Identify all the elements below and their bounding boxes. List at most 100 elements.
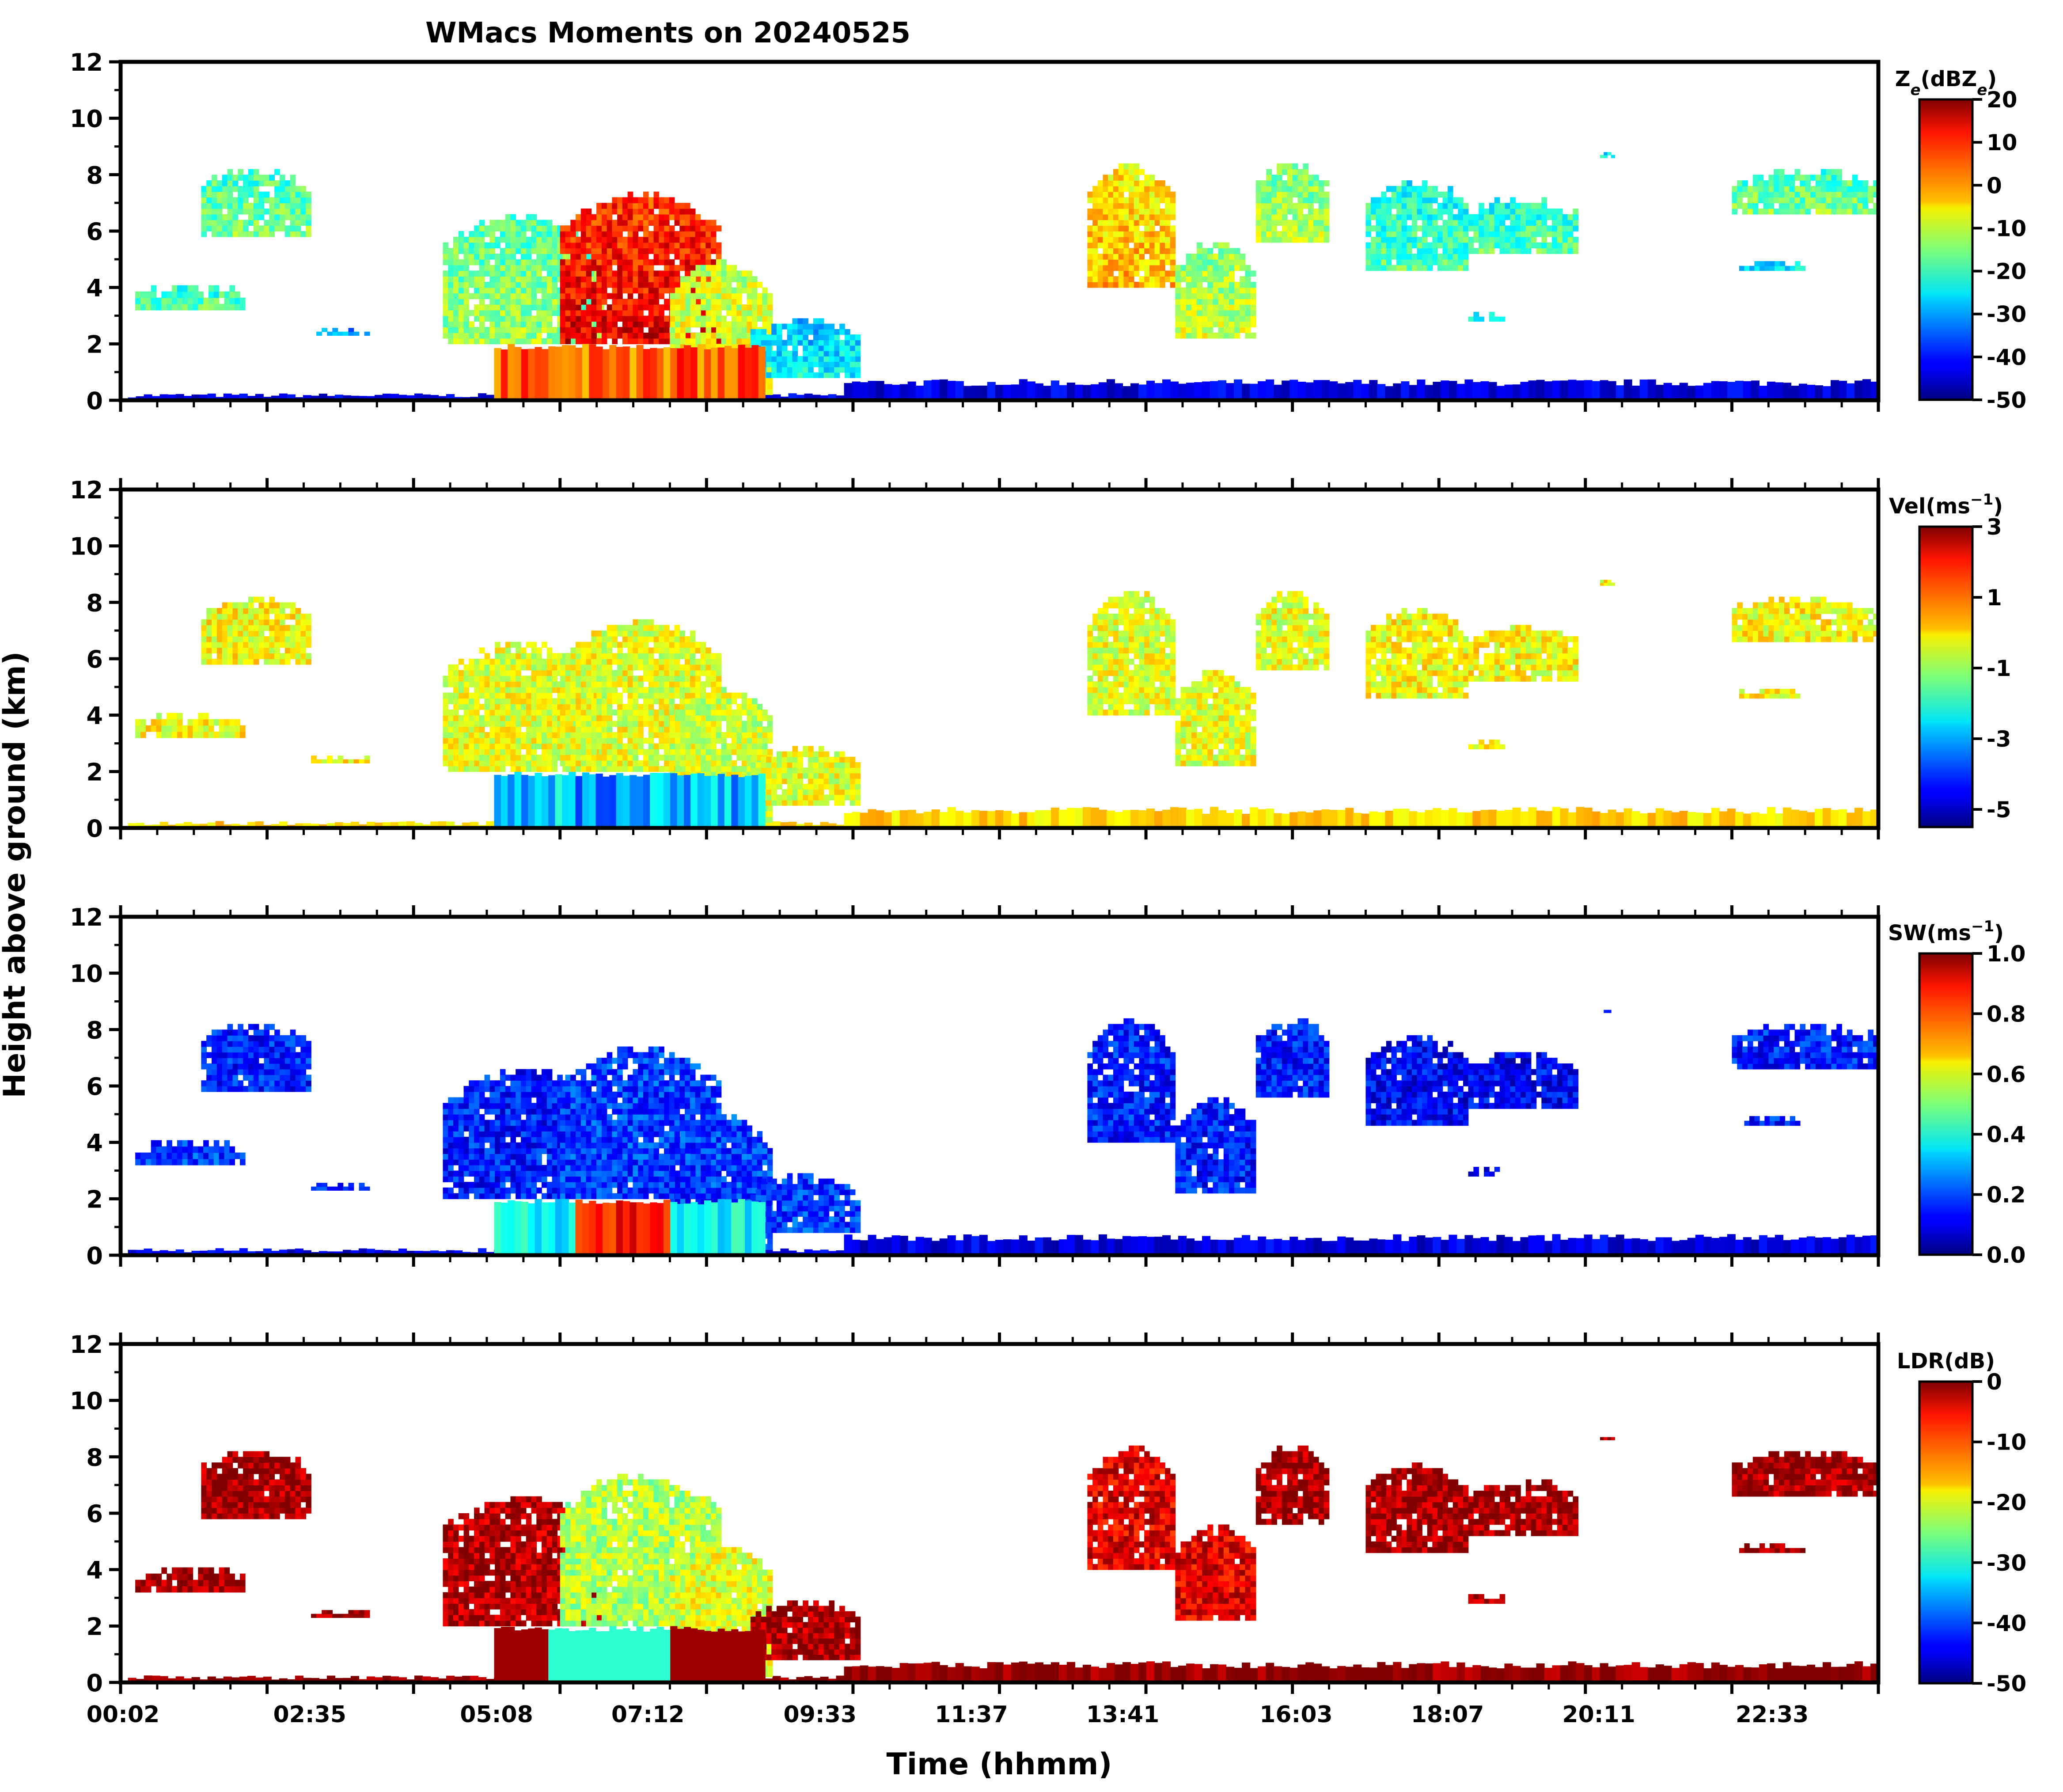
echo-cell [1505,248,1511,254]
echo-cell [531,321,537,327]
echo-cell [1427,208,1433,215]
echo-cell [1789,186,1795,192]
echo-cell [526,737,532,744]
echo-cell [1175,315,1181,322]
echo-cell [253,659,259,665]
echo-cell [1862,208,1869,215]
echo-cell [1144,186,1150,192]
echo-cell [701,304,706,311]
echo-cell [274,214,280,220]
echo-cell [1826,191,1832,198]
echo-cell [1149,254,1155,260]
echo-cell [1567,242,1574,249]
echo-cell [536,265,542,271]
echo-cell [458,749,464,755]
echo-cell [1552,242,1558,249]
y-axis-label: Height above ground (km) [0,651,32,1098]
surface-echo-cell [438,396,447,400]
echo-cell [1139,197,1145,203]
echo-cell [669,281,675,288]
echo-cell [520,755,527,761]
echo-cell [1401,225,1407,232]
rain-cell [602,349,610,400]
echo-cell [1847,186,1853,192]
echo-cell [1381,254,1387,260]
echo-cell [1180,321,1187,327]
echo-cell [792,350,798,357]
echo-cell [622,208,628,215]
echo-cell [1218,270,1224,277]
echo-cell [1240,327,1246,333]
echo-cell [1287,231,1293,237]
echo-cell [787,334,793,341]
echo-cell [161,291,167,298]
echo-cell [1175,270,1181,277]
echo-cell [505,647,511,654]
echo-cell [808,329,814,335]
echo-cell [576,265,581,271]
echo-cell [1417,208,1422,215]
echo-cell [1229,310,1235,316]
surface-echo-cell [1337,383,1346,400]
echo-cell [664,242,670,249]
echo-cell [284,191,291,198]
echo-cell [516,304,521,311]
echo-cell [1318,225,1324,232]
echo-cell [206,608,212,614]
echo-cell [1149,231,1155,237]
echo-cell [1164,231,1171,237]
echo-cell [1297,208,1304,215]
echo-cell [274,169,280,175]
echo-cell [1087,225,1093,232]
echo-cell [685,248,690,254]
echo-cell [1154,191,1160,198]
echo-cell [690,236,696,243]
echo-cell [771,367,777,373]
surface-echo-cell [1719,381,1728,400]
echo-cell [1271,186,1277,192]
surface-echo-cell [311,824,319,828]
echo-cell [777,329,782,335]
echo-cell [229,731,235,738]
surface-echo-cell [1687,386,1696,400]
surface-echo-cell [1552,807,1561,828]
echo-cell [274,630,280,637]
echo-cell [576,304,581,311]
echo-cell [1202,287,1208,294]
echo-cell [1292,186,1298,192]
echo-cell [1505,242,1511,249]
echo-cell [338,759,344,763]
echo-cell [560,327,566,333]
surface-echo-cell [175,823,184,828]
echo-cell [855,372,861,378]
echo-cell [580,236,587,243]
echo-cell [601,259,607,266]
echo-cell [653,231,660,237]
echo-cell [607,276,613,282]
echo-cell [1113,186,1119,192]
echo-cell [721,315,727,322]
echo-cell [552,743,558,750]
echo-cell [1308,191,1314,198]
echo-cell [1499,203,1506,209]
echo-cell [222,630,228,637]
echo-cell [1407,265,1412,271]
echo-cell [716,310,722,316]
echo-cell [546,321,553,327]
echo-cell [1277,208,1282,215]
echo-cell [489,721,495,727]
echo-cell [510,709,516,716]
echo-cell [500,676,506,682]
surface-echo-cell [1417,379,1426,400]
echo-cell [576,259,581,266]
echo-cell [726,265,732,271]
echo-cell [520,310,527,316]
echo-cell [135,719,141,726]
echo-cell [546,664,553,671]
echo-cell [1234,332,1240,339]
echo-cell [1842,208,1847,215]
echo-cell [458,743,464,750]
echo-cell [1170,265,1176,271]
echo-cell [520,664,527,671]
echo-cell [1411,242,1418,249]
